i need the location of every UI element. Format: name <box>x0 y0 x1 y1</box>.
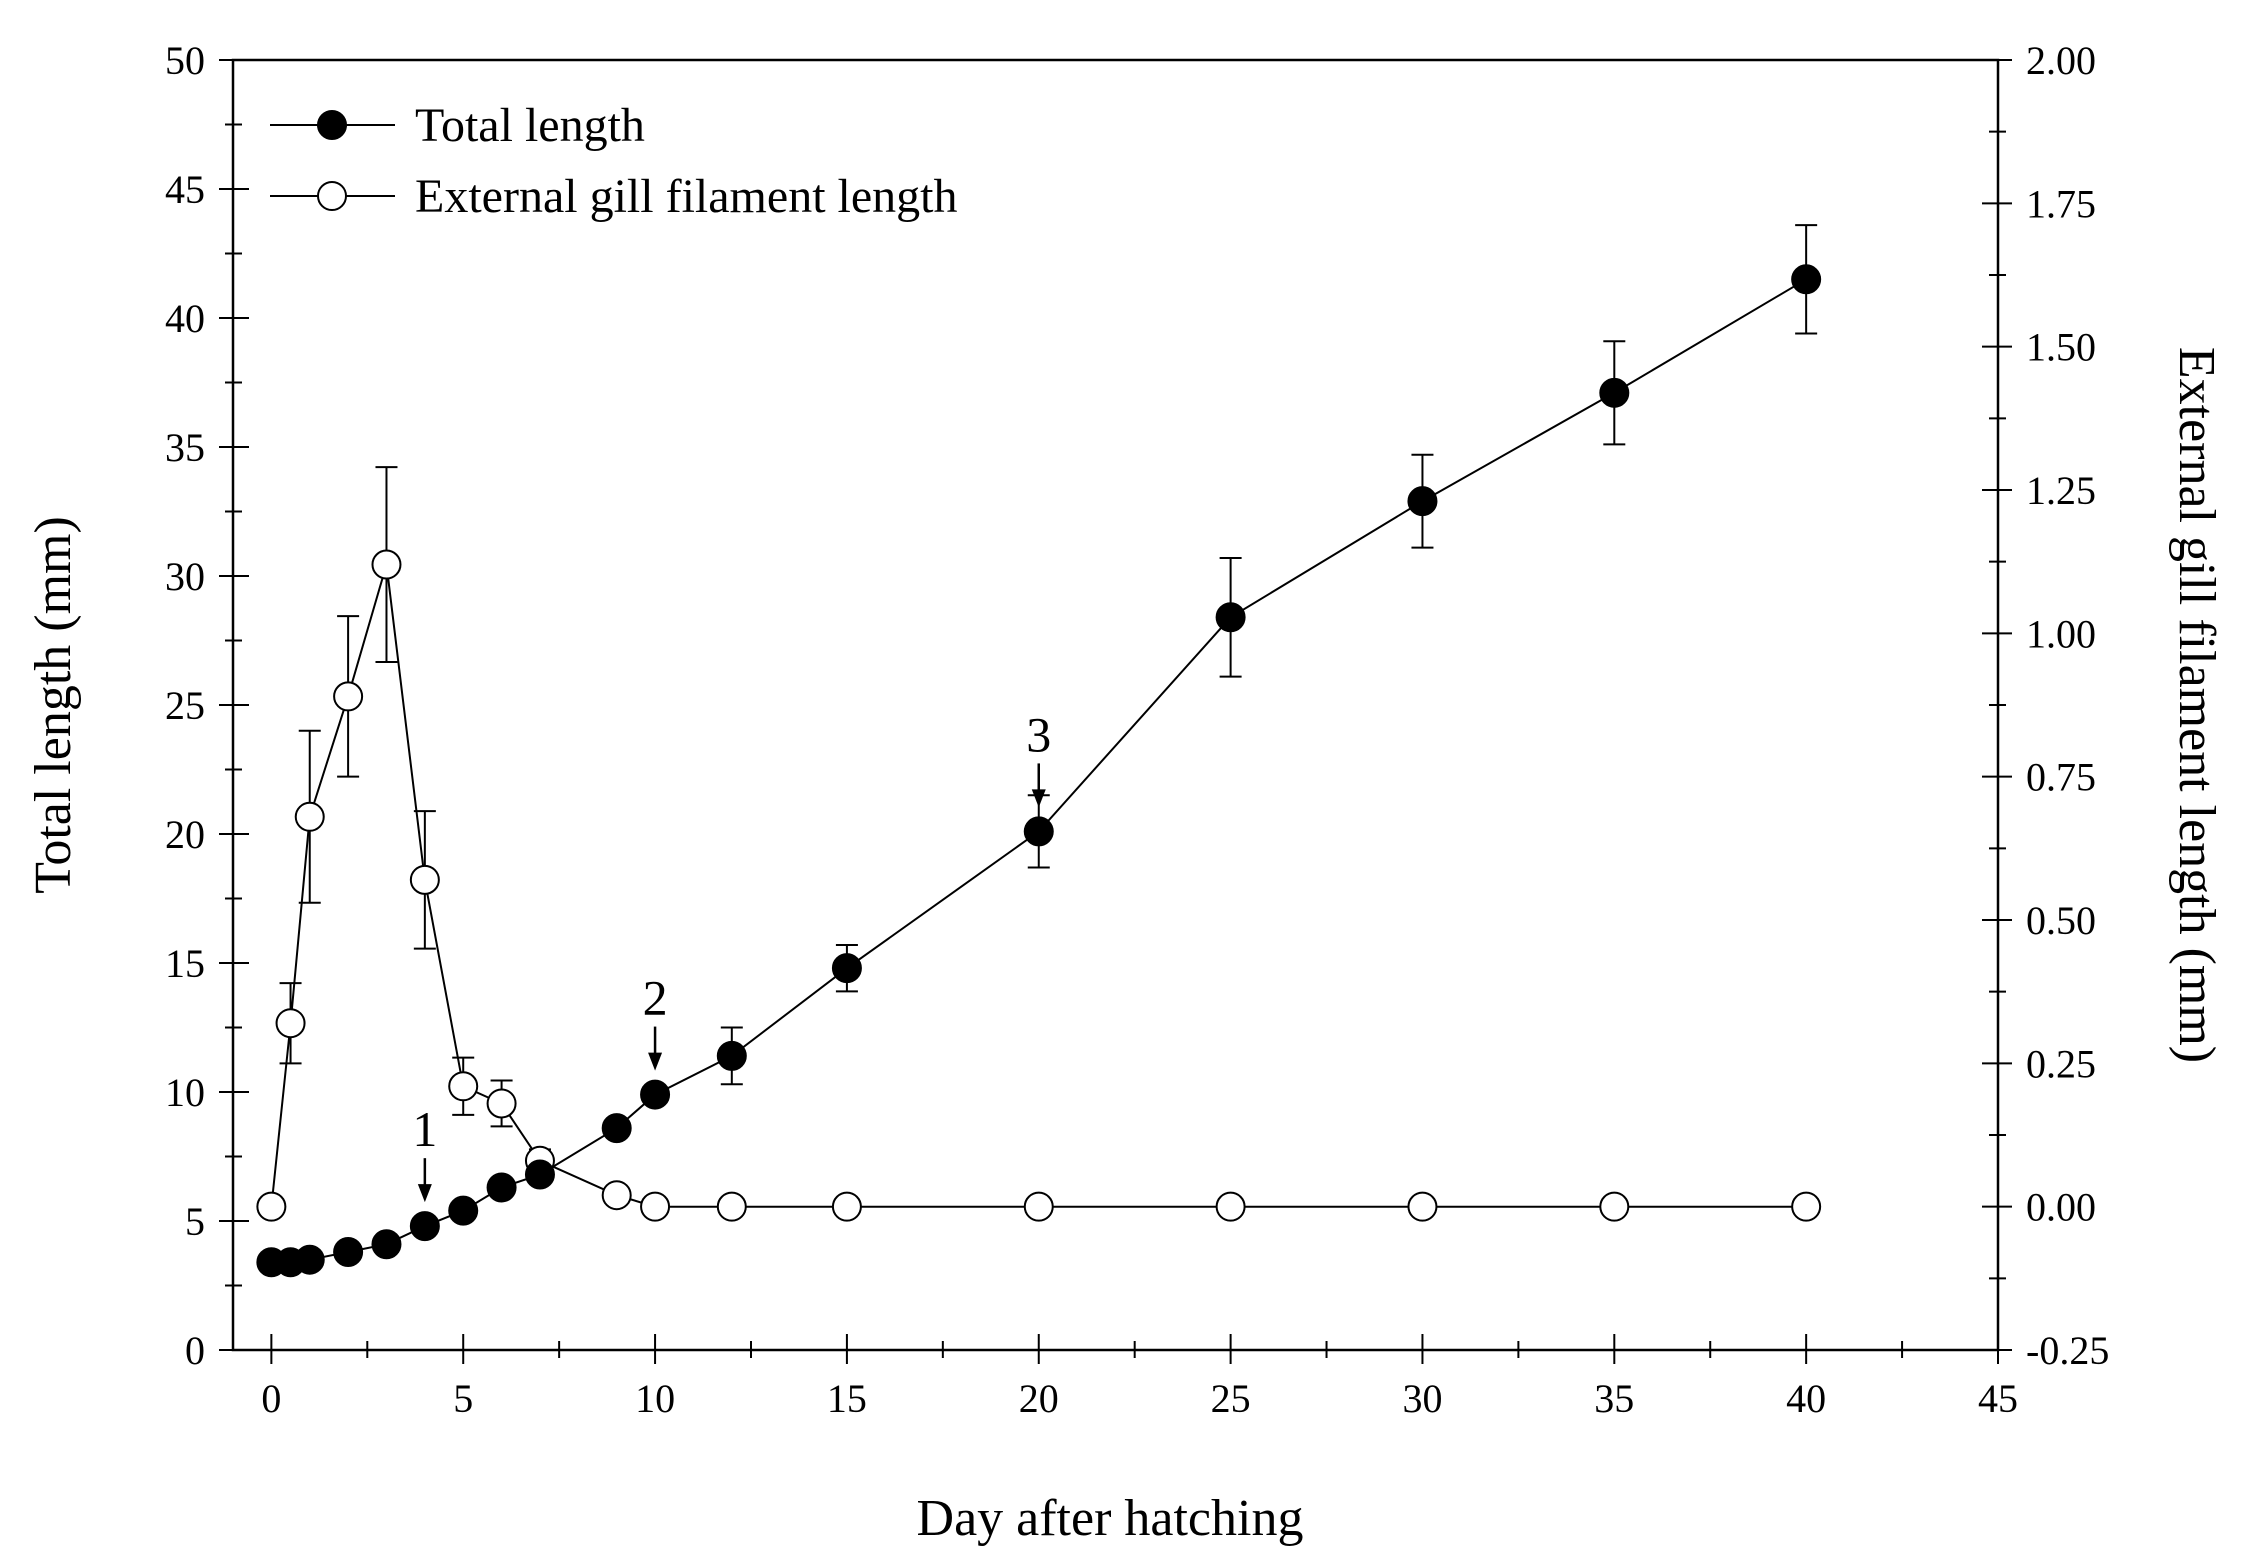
data-point-gill-length <box>333 681 364 712</box>
data-point-total-length <box>1407 486 1438 517</box>
data-point-gill-length <box>486 1088 517 1119</box>
data-point-total-length <box>601 1113 632 1144</box>
y-axis-left-ticks: 0 5 10 15 20 25 30 35 40 45 50 <box>165 38 249 1373</box>
x-tick-label: 30 <box>1402 1376 1442 1421</box>
y-right-tick-label: 1.00 <box>2026 611 2096 656</box>
annotation-label: 3 <box>1026 706 1051 762</box>
data-point-gill-length <box>1407 1191 1438 1222</box>
y-axis-left-label: Total length (mm) <box>25 516 82 894</box>
legend: Total length External gill filament leng… <box>270 99 958 223</box>
data-point-gill-length <box>716 1191 747 1222</box>
data-point-total-length <box>1599 377 1630 408</box>
y-left-tick-label: 35 <box>165 425 205 470</box>
y-left-tick-label: 40 <box>165 296 205 341</box>
y-right-tick-label: 0.75 <box>2026 755 2096 800</box>
y-right-tick-label: 1.50 <box>2026 325 2096 370</box>
error-bars <box>279 224 1818 1174</box>
markers <box>256 264 1822 1278</box>
x-tick-label: 15 <box>827 1376 867 1421</box>
data-point-total-length <box>640 1079 671 1110</box>
data-point-gill-length <box>371 549 402 580</box>
annotation-arrow-head <box>648 1052 663 1071</box>
annotation-arrow-head <box>417 1184 432 1203</box>
y-left-tick-label: 15 <box>165 941 205 986</box>
data-point-gill-length <box>601 1180 632 1211</box>
x-tick-label: 40 <box>1786 1376 1826 1421</box>
y-right-tick-label: 2.00 <box>2026 38 2096 83</box>
x-axis-ticks: 0 5 10 15 20 25 30 35 40 45 <box>261 1334 2018 1421</box>
legend-label-gill-length: External gill filament length <box>415 170 958 223</box>
data-point-total-length <box>371 1229 402 1260</box>
data-point-total-length <box>716 1040 747 1071</box>
plot-frame <box>231 58 2000 1352</box>
y-right-tick-label: 1.75 <box>2026 181 2096 226</box>
y-right-tick-label: 0.00 <box>2026 1185 2096 1230</box>
y-left-tick-label: 50 <box>165 38 205 83</box>
data-point-total-length <box>486 1172 517 1203</box>
data-point-gill-length <box>640 1191 671 1222</box>
x-tick-label: 0 <box>261 1376 281 1421</box>
data-point-gill-length <box>448 1071 479 1102</box>
data-point-gill-length <box>1023 1191 1054 1222</box>
y-right-tick-label: -0.25 <box>2026 1328 2109 1373</box>
data-point-gill-length <box>831 1191 862 1222</box>
data-point-total-length <box>1215 602 1246 633</box>
legend-marker-gill-length <box>317 181 347 211</box>
x-tick-label: 25 <box>1211 1376 1251 1421</box>
x-tick-label: 45 <box>1978 1376 2018 1421</box>
data-point-gill-length <box>409 864 440 895</box>
data-point-gill-length <box>1599 1191 1630 1222</box>
data-point-gill-length <box>1791 1191 1822 1222</box>
data-point-total-length <box>448 1195 479 1226</box>
data-point-gill-length <box>256 1191 287 1222</box>
y-axis-right-ticks: -0.25 0.00 0.25 0.50 0.75 1.00 1.25 1.50 1.75 2.0… <box>1982 38 2109 1373</box>
data-point-gill-length <box>294 801 325 832</box>
y-left-tick-label: 45 <box>165 167 205 212</box>
annotation-arrow-head <box>1031 789 1046 808</box>
y-left-tick-label: 30 <box>165 554 205 599</box>
data-point-gill-length <box>275 1008 306 1039</box>
annotation-label: 1 <box>412 1101 437 1157</box>
y-left-tick-label: 5 <box>185 1199 205 1244</box>
annotation-label: 2 <box>643 970 668 1026</box>
y-right-tick-label: 0.25 <box>2026 1041 2096 1086</box>
legend-label-total-length: Total length <box>415 99 645 152</box>
x-axis-label: Day after hatching <box>917 1490 1304 1547</box>
data-point-total-length <box>1791 264 1822 295</box>
y-axis-right-label: External gill filament length (mm) <box>2168 347 2225 1063</box>
x-tick-label: 35 <box>1594 1376 1634 1421</box>
x-tick-label: 20 <box>1019 1376 1059 1421</box>
y-left-tick-label: 25 <box>165 683 205 728</box>
data-point-total-length <box>1023 816 1054 847</box>
x-tick-label: 10 <box>635 1376 675 1421</box>
y-left-tick-label: 0 <box>185 1328 205 1373</box>
x-tick-label: 5 <box>453 1376 473 1421</box>
y-left-tick-label: 10 <box>165 1070 205 1115</box>
series-line-gill-length <box>270 564 1807 1208</box>
data-point-total-length <box>409 1211 440 1242</box>
y-right-tick-label: 1.25 <box>2026 468 2096 513</box>
data-point-total-length <box>524 1159 555 1190</box>
annotations: 1 2 3 <box>412 706 1051 1203</box>
data-point-total-length <box>333 1236 364 1267</box>
y-right-tick-label: 0.50 <box>2026 898 2096 943</box>
data-point-total-length <box>831 953 862 984</box>
y-left-tick-label: 20 <box>165 812 205 857</box>
legend-marker-total-length <box>317 110 347 140</box>
data-point-total-length <box>294 1244 325 1275</box>
data-point-gill-length <box>1215 1191 1246 1222</box>
